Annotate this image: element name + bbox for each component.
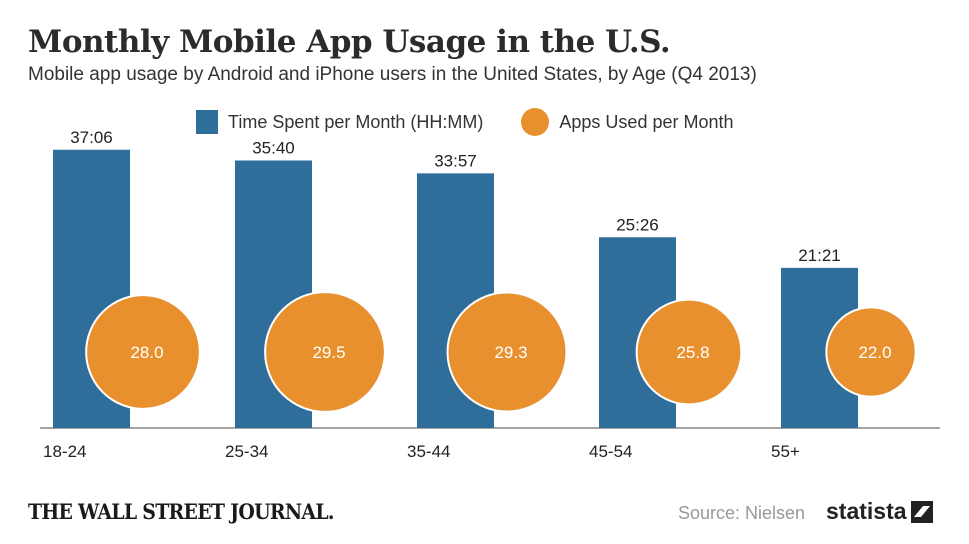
legend: Time Spent per Month (HH:MM) Apps Used p… [196,108,772,136]
statista-mark-icon [910,500,933,523]
legend-label-time-spent: Time Spent per Month (HH:MM) [228,111,484,132]
x-tick-label: 18-24 [43,442,86,461]
statista-logo: statista [826,498,933,525]
legend-swatch-circle [521,108,550,136]
circle-55+ [825,306,917,398]
circle-25-34 [264,291,386,413]
circle-label: 29.3 [494,343,527,362]
circle-35-44 [446,291,568,413]
circle-45-54 [635,298,743,406]
chart-title: Monthly Mobile App Usage in the U.S. [28,24,671,60]
legend-swatch-bar [196,110,218,134]
chart-subtitle: Mobile app usage by Android and iPhone u… [28,64,757,85]
circle-label: 29.5 [312,343,345,362]
bar-label: 33:57 [434,151,477,170]
bar-label: 21:21 [798,246,841,265]
bar-label: 35:40 [252,138,295,157]
legend-label-apps-used: Apps Used per Month [559,111,734,132]
x-tick-label: 45-54 [589,442,632,461]
x-tick-label: 35-44 [407,442,450,461]
circle-label: 28.0 [130,343,163,362]
x-tick-label: 55+ [771,442,800,461]
bar-label: 25:26 [616,215,659,234]
bar-label: 37:06 [70,128,113,147]
wsj-logo: THE WALL STREET JOURNAL. [28,499,334,524]
circle-label: 22.0 [858,343,891,362]
circle-label: 25.8 [676,343,709,362]
x-tick-label: 25-34 [225,442,268,461]
legend-item-apps-used: Apps Used per Month [521,108,734,136]
statista-wordmark: statista [826,498,907,524]
legend-item-time-spent: Time Spent per Month (HH:MM) [196,110,483,134]
source-note: Source: Nielsen [678,503,806,523]
circle-18-24 [85,294,201,410]
